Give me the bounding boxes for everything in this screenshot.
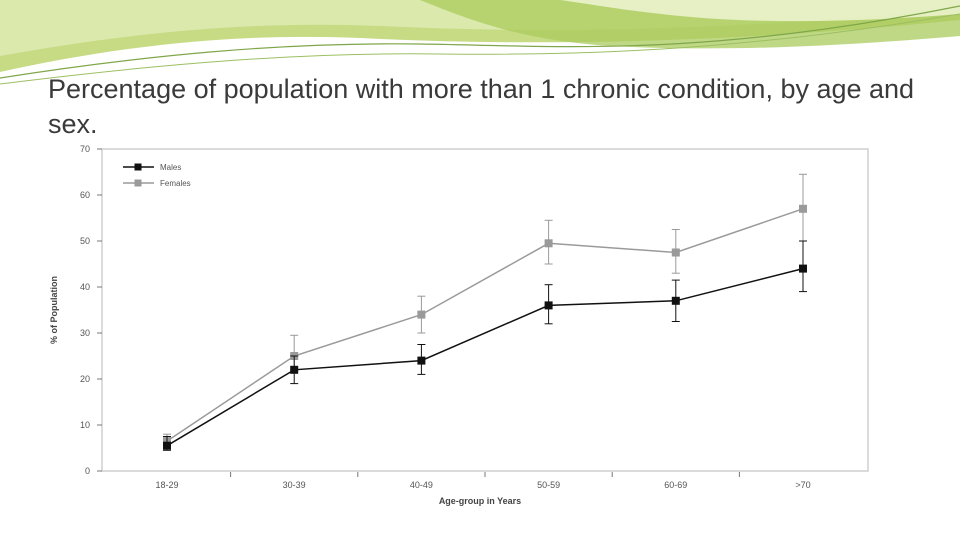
y-tick-label: 20 xyxy=(80,374,90,384)
y-tick-label: 40 xyxy=(80,282,90,292)
x-tick-label: 30-39 xyxy=(283,480,306,490)
y-tick-label: 0 xyxy=(85,466,90,476)
y-axis: 0 10 20 30 40 50 60 70 xyxy=(80,144,102,476)
x-axis-label: Age-group in Years xyxy=(439,496,521,506)
data-point xyxy=(544,239,553,248)
series-line xyxy=(166,208,804,442)
y-tick-label: 60 xyxy=(80,190,90,200)
data-point xyxy=(290,365,299,374)
data-point xyxy=(671,248,680,257)
data-point xyxy=(163,441,171,450)
data-point xyxy=(799,264,807,273)
x-axis: 18-29 30-39 40-49 50-59 60-69 >70 xyxy=(155,472,811,490)
series-line xyxy=(166,267,804,447)
x-tick-label: 60-69 xyxy=(664,480,687,490)
data-point xyxy=(671,296,680,305)
legend-label: Males xyxy=(160,163,181,172)
legend-swatch-marker xyxy=(134,163,142,171)
data-point xyxy=(544,301,553,310)
x-tick-label: 50-59 xyxy=(537,480,560,490)
slide-title: Percentage of population with more than … xyxy=(48,74,915,139)
line-chart: 0 10 20 30 40 50 60 70 18-29 30-39 40-49 50-59 60-6… xyxy=(49,144,869,506)
x-tick-label: 18-29 xyxy=(155,480,178,490)
y-tick-label: 10 xyxy=(80,420,90,430)
legend-swatch-marker xyxy=(134,179,142,187)
x-tick-label: 40-49 xyxy=(410,480,433,490)
y-axis-label: % of Population xyxy=(49,276,59,344)
data-point xyxy=(417,310,426,319)
y-tick-label: 70 xyxy=(80,144,90,154)
y-tick-label: 30 xyxy=(80,328,90,338)
data-point xyxy=(799,204,807,213)
legend: Males Females xyxy=(123,163,191,188)
decorative-header-banner xyxy=(0,0,960,85)
plot-frame xyxy=(101,148,869,472)
series-layer xyxy=(163,173,807,451)
legend-label: Females xyxy=(160,179,191,188)
x-tick-label: >70 xyxy=(795,480,810,490)
data-point xyxy=(417,356,426,365)
y-tick-label: 50 xyxy=(80,236,90,246)
